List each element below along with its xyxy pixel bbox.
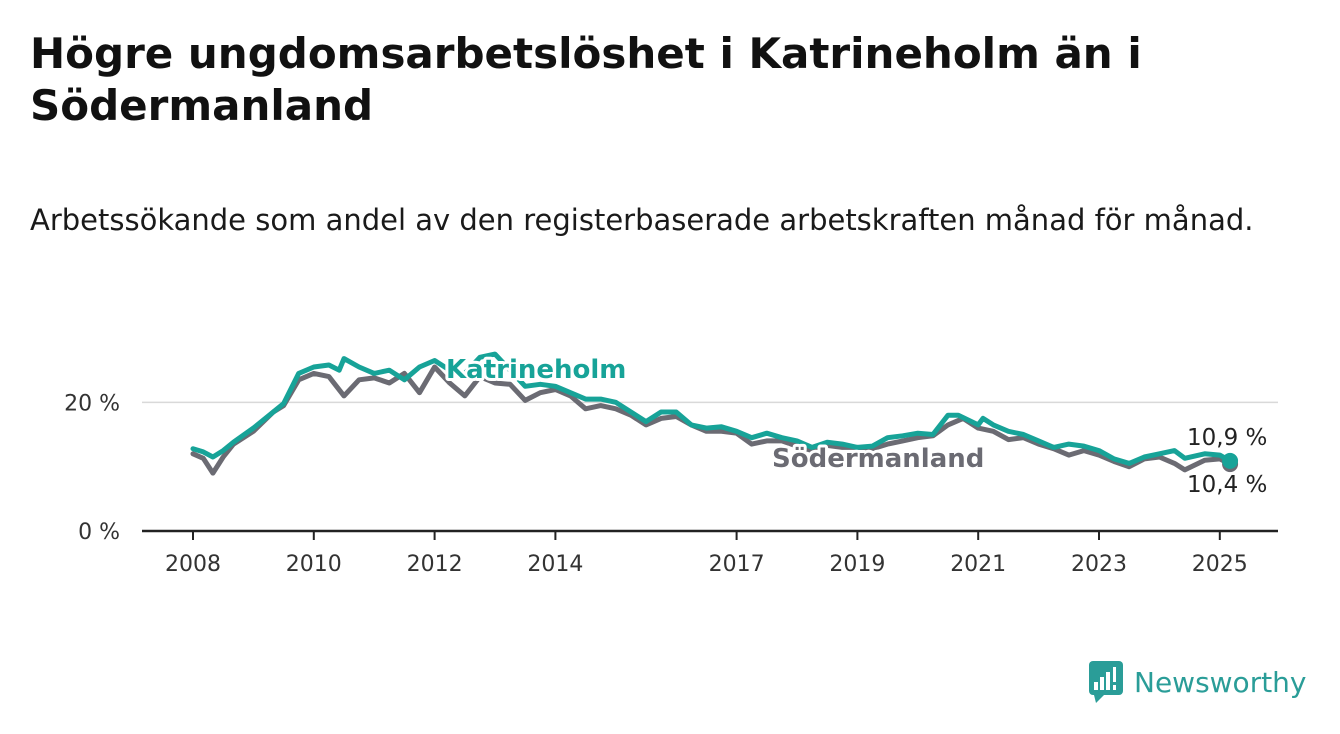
series-line <box>190 351 1233 466</box>
x-tick-label: 2012 <box>407 552 463 577</box>
chart-subtitle: Arbetssökande som andel av den registerb… <box>30 203 1254 237</box>
y-tick-label: 20 % <box>64 391 120 416</box>
end-value-katrineholm: 10,9 % <box>1187 425 1267 451</box>
x-tick-label: 2017 <box>709 552 765 577</box>
newsworthy-logo-icon <box>1089 661 1123 703</box>
newsworthy-logo: Newsworthy <box>1088 660 1307 704</box>
x-tick-label: 2025 <box>1192 552 1248 577</box>
y-tick-label: 0 % <box>78 520 120 545</box>
series-label-sodermanland: Södermanland <box>772 444 984 474</box>
series-end-marker <box>1222 452 1239 469</box>
x-tick-label: 2019 <box>829 552 885 577</box>
series-line <box>190 364 1233 476</box>
x-tick-label: 2008 <box>165 552 221 577</box>
x-axis-ticks: 2008 2010 2012 2014 2017 2019 2021 2023 2025 <box>165 531 1248 577</box>
series-lines <box>190 351 1239 476</box>
brand-name: Newsworthy <box>1134 665 1307 699</box>
x-tick-label: 2010 <box>286 552 342 577</box>
x-tick-label: 2014 <box>527 552 583 577</box>
series-label-katrineholm: Katrineholm <box>446 355 626 385</box>
y-axis-ticks: 0 % 20 % <box>64 391 120 545</box>
x-tick-label: 2021 <box>950 552 1006 577</box>
chart-title: Högre ungdomsarbetslöshet i Katrineholm … <box>30 29 1142 130</box>
series-labels: Katrineholm Södermanland 10,9 % 10,4 % <box>443 352 1270 501</box>
x-tick-label: 2023 <box>1071 552 1127 577</box>
end-value-sodermanland: 10,4 % <box>1187 472 1267 498</box>
